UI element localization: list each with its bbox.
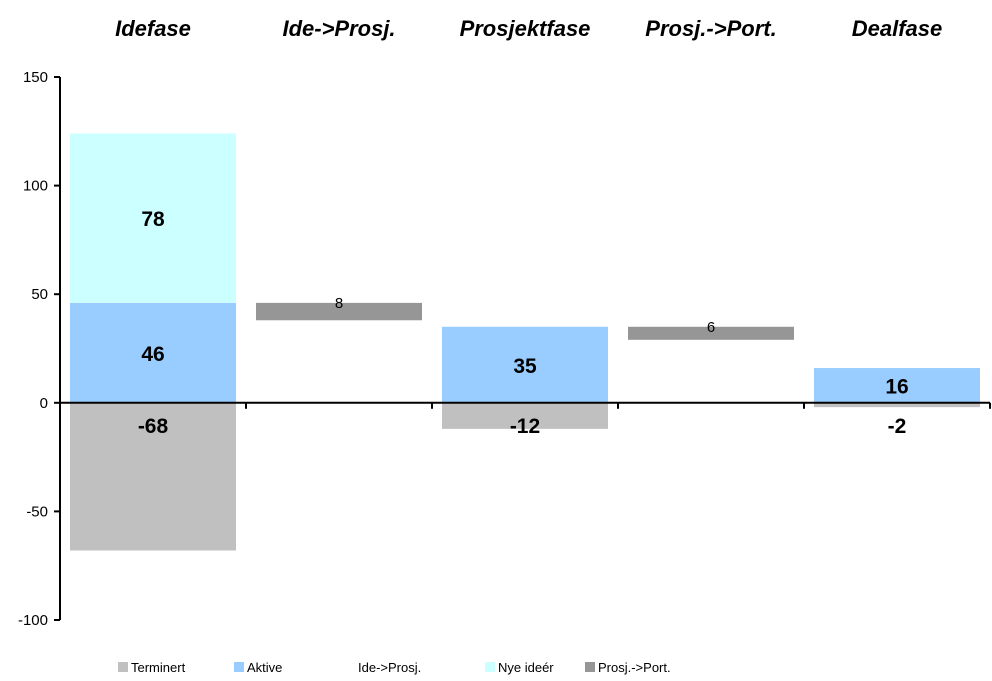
label-terminert-5: -2 (888, 415, 907, 438)
label-terminert-3: -12 (510, 415, 540, 438)
phase-title-1: Idefase (115, 16, 191, 41)
legend-label-4: Nye ideér (498, 660, 554, 675)
legend-label-2: Aktive (247, 660, 282, 675)
legend-swatch-1 (118, 662, 128, 672)
bar-aktive-5 (814, 368, 980, 403)
y-tick-label-6: -100 (18, 612, 48, 629)
y-tick-label-5: -50 (26, 503, 48, 520)
bar-transition-2 (628, 326, 794, 340)
legend-label-5: Prosj.->Port. (598, 660, 671, 675)
bar-terminert-1 (70, 402, 236, 551)
label-aktive-3: 35 (513, 355, 537, 378)
bar-terminert-3 (442, 402, 608, 429)
y-tick-label-3: 50 (31, 286, 48, 303)
phase-title-5: Dealfase (852, 16, 943, 41)
bar-nye-ide-r-1 (70, 133, 236, 303)
phase-title-2: Ide->Prosj. (282, 16, 395, 41)
legend-swatch-2 (234, 662, 244, 672)
bar-aktive-3 (442, 326, 608, 403)
legend-label-1: Terminert (131, 660, 186, 675)
label-aktive-5: 16 (885, 375, 908, 398)
phase-title-4: Prosj.->Port. (645, 16, 776, 41)
legend-swatch-4 (485, 662, 495, 672)
label-aktive-1: 46 (141, 343, 164, 366)
bar-aktive-1 (70, 302, 236, 403)
bar-transition-1 (256, 302, 422, 321)
bar-terminert-5 (814, 402, 980, 408)
label-transition-2: 6 (707, 319, 715, 336)
legend-swatch-5 (585, 662, 595, 672)
y-tick-label-1: 150 (23, 69, 48, 86)
phase-title-3: Prosjektfase (460, 16, 591, 41)
y-tick-label-2: 100 (23, 178, 48, 195)
label-terminert-1: -68 (138, 415, 169, 438)
label-nye-ide-r-1: 78 (141, 208, 165, 231)
y-tick-label-4: 0 (40, 395, 48, 412)
legend-swatch-3 (345, 662, 355, 672)
legend-label-3: Ide->Prosj. (358, 660, 421, 675)
label-transition-1: 8 (335, 295, 343, 312)
